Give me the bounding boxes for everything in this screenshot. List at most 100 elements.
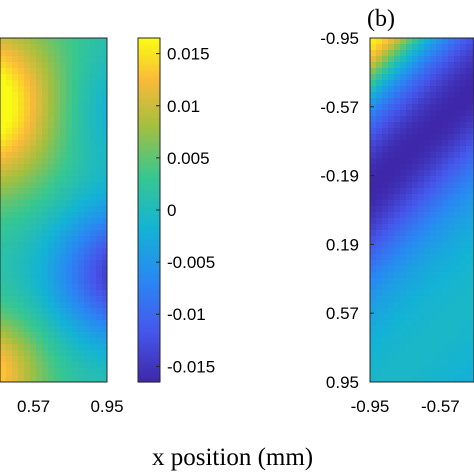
heatmap-a-cell (36, 338, 43, 345)
heatmap-a-cell (36, 278, 43, 285)
heatmap-b-cell (436, 146, 443, 153)
heatmap-a-cell (90, 188, 97, 195)
heatmap-b (370, 38, 474, 382)
heatmap-b-cell (382, 134, 389, 141)
heatmap-a-cell (66, 176, 73, 183)
heatmap-b-cell (400, 182, 407, 189)
heatmap-b-cell (394, 266, 401, 273)
heatmap-a-cell (12, 206, 19, 213)
heatmap-a-cell (102, 44, 107, 51)
heatmap-a-cell (42, 272, 49, 279)
heatmap-a-cell (42, 134, 49, 141)
colorbar-step (138, 298, 160, 301)
heatmap-a-cell (48, 86, 55, 93)
heatmap-a-cell (72, 350, 79, 357)
heatmap-b-cell (400, 110, 407, 117)
heatmap-a-cell (54, 62, 61, 69)
heatmap-b-cell (454, 146, 461, 153)
heatmap-b-cell (454, 374, 461, 381)
heatmap-a-cell (60, 56, 67, 63)
heatmap-a-cell (78, 350, 85, 357)
colorbar-step (138, 124, 160, 127)
heatmap-b-cell (460, 380, 467, 382)
colorbar-step (138, 224, 160, 227)
heatmap-a-cell (78, 140, 85, 147)
heatmap-b-cell (448, 368, 455, 375)
heatmap-a-cell (30, 230, 37, 237)
heatmap-b-cell (454, 74, 461, 81)
heatmap-a-cell (0, 98, 7, 105)
heatmap-a-cell (84, 80, 91, 87)
colorbar-step (138, 128, 160, 131)
heatmap-a-cell (36, 122, 43, 129)
heatmap-a-cell (60, 296, 67, 303)
heatmap-b-cell (400, 302, 407, 309)
heatmap-b-cell (382, 44, 389, 51)
heatmap-a-cell (102, 272, 107, 279)
heatmap-b-cell (472, 314, 474, 321)
heatmap-b-cell (412, 260, 419, 267)
heatmap-b-cell (382, 326, 389, 333)
heatmap-a-cell (12, 248, 19, 255)
heatmap-b-cell (418, 296, 425, 303)
heatmap-a-cell (84, 368, 91, 375)
heatmap-b-cell (394, 104, 401, 111)
heatmap-a-cell (78, 56, 85, 63)
heatmap-a-cell (96, 356, 103, 363)
heatmap-a-cell (96, 308, 103, 315)
heatmap-b-cell (436, 356, 443, 363)
heatmap-b-cell (394, 158, 401, 165)
heatmap-b-cell (382, 110, 389, 117)
heatmap-b-cell (412, 296, 419, 303)
heatmap-a-cell (18, 92, 25, 99)
heatmap-b-cell (412, 224, 419, 231)
heatmap-a-cell (42, 248, 49, 255)
heatmap-a-cell (54, 224, 61, 231)
heatmap-b-cell (424, 326, 431, 333)
heatmap-b-cell (442, 284, 449, 291)
heatmap-a-cell (48, 254, 55, 261)
heatmap-b-cell (448, 230, 455, 237)
heatmap-a-cell (54, 110, 61, 117)
heatmap-b-cell (466, 128, 473, 135)
heatmap-b-cell (436, 332, 443, 339)
x-ticks-a: 0.57 0.95 (17, 397, 123, 416)
heatmap-b-cell (442, 134, 449, 141)
heatmap-b-cell (448, 164, 455, 171)
heatmap-b-cell (436, 104, 443, 111)
heatmap-a-cell (0, 284, 7, 291)
heatmap-b-cell (430, 50, 437, 57)
colorbar-step (138, 106, 160, 109)
heatmap-a-cell (72, 86, 79, 93)
heatmap-a-cell (36, 350, 43, 357)
heatmap-a-cell (0, 338, 7, 345)
heatmap-a-cell (24, 248, 31, 255)
heatmap-a-cell (102, 236, 107, 243)
heatmap-b-cell (418, 308, 425, 315)
heatmap-a-cell (72, 218, 79, 225)
colorbar-step (138, 302, 160, 305)
heatmap-b-cell (430, 200, 437, 207)
heatmap-a-cell (48, 284, 55, 291)
colorbar-step (138, 216, 160, 219)
heatmap-a-cell (6, 152, 13, 159)
heatmap-b-cell (436, 74, 443, 81)
heatmap-a-cell (72, 146, 79, 153)
heatmap-b-cell (424, 92, 431, 99)
heatmap-b-cell (388, 332, 395, 339)
heatmap-b-cell (388, 44, 395, 51)
heatmap-b-cell (406, 68, 413, 75)
colorbar-step (138, 108, 160, 111)
colorbar-step (138, 42, 160, 45)
heatmap-a-cell (18, 194, 25, 201)
heatmap-a-cell (0, 278, 7, 285)
heatmap-a-cell (42, 164, 49, 171)
heatmap-a-cell (72, 104, 79, 111)
heatmap-b-cell (460, 302, 467, 309)
heatmap-a-cell (90, 68, 97, 75)
heatmap-a-cell (96, 176, 103, 183)
heatmap-a-cell (60, 368, 67, 375)
heatmap-b-cell (376, 200, 383, 207)
heatmap-a-cell (78, 248, 85, 255)
colorbar-step (138, 38, 160, 41)
